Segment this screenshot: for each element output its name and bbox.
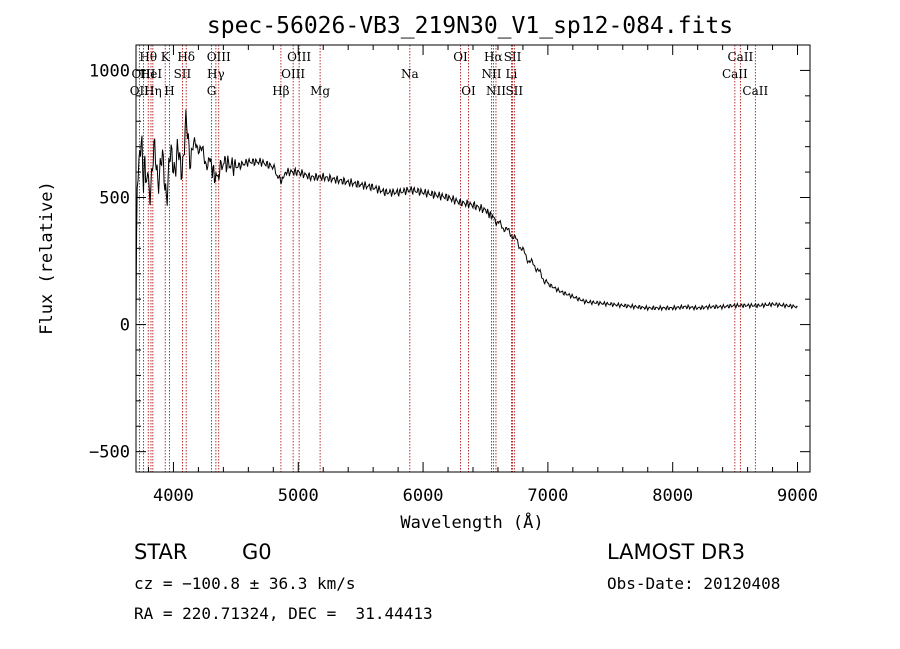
spectral-line-label: H — [164, 84, 174, 98]
chart-title: spec-56026-VB3_219N30_V1_sp12-084.fits — [207, 13, 733, 39]
object-subclass: G0 — [242, 540, 272, 564]
x-tick-label: 9000 — [777, 486, 818, 506]
spectral-line-label: K — [161, 50, 171, 64]
spectral-line-label: SII — [505, 84, 523, 98]
spectral-line-label: NII — [486, 84, 506, 98]
spectral-line-label: OIII — [207, 50, 231, 64]
x-tick-label: 5000 — [278, 486, 319, 506]
x-axis-label: Wavelength (Å) — [400, 511, 543, 533]
spectral-line-label: CaII — [727, 50, 753, 64]
spectral-line-label: Mg — [310, 84, 330, 98]
spectral-line-markers — [138, 45, 756, 472]
spectral-line-label: Hγ — [207, 67, 225, 81]
redshift-velocity: cz = −100.8 ± 36.3 km/s — [134, 574, 356, 593]
y-tick-label: −500 — [89, 443, 130, 463]
x-tick-label: 6000 — [403, 486, 444, 506]
x-tick-label: 4000 — [153, 486, 194, 506]
sky-coordinates: RA = 220.71324, DEC = 31.44413 — [134, 604, 433, 623]
x-tick-label: 8000 — [652, 486, 693, 506]
spectral-line-label: NII — [481, 67, 501, 81]
spectral-line-label: OI — [461, 84, 476, 98]
spectral-line-label: OI — [453, 50, 468, 64]
spectral-line-label: Hη — [144, 84, 162, 98]
spectral-line-label: Hβ — [272, 84, 289, 98]
spectral-line-label: Hα — [484, 50, 503, 64]
y-axis-ticks: −500 0 500 1000 — [89, 61, 810, 463]
spectral-line-label: CaII — [722, 67, 748, 81]
spectral-line-label: SII — [174, 67, 192, 81]
spectral-line-label: Hδ — [177, 50, 195, 64]
x-axis-ticks: 4000 5000 6000 7000 8000 9000 — [147, 45, 818, 506]
survey-name: LAMOST DR3 — [607, 540, 746, 564]
y-axis-label: Flux (relative) — [37, 181, 57, 335]
spectral-line-label: Na — [401, 67, 419, 81]
flux-series-line — [135, 109, 798, 325]
x-tick-label: 7000 — [527, 486, 568, 506]
spectral-line-label: Hθ — [139, 50, 157, 64]
plot-frame — [135, 44, 811, 473]
spectral-line-label: G — [207, 84, 217, 98]
spectral-line-label: HeI — [140, 67, 163, 81]
spectral-line-label: OIII — [281, 67, 305, 81]
observation-date: Obs-Date: 20120408 — [607, 574, 781, 593]
y-tick-label: 1000 — [89, 61, 130, 81]
spectral-line-label: CaII — [742, 84, 768, 98]
spectral-line-label: OIII — [287, 50, 311, 64]
spectral-line-label: Li — [506, 67, 518, 81]
object-class: STAR — [134, 540, 188, 564]
spectral-line-label: SII — [504, 50, 522, 64]
spectral-line-label: OII — [130, 84, 150, 98]
y-tick-label: 500 — [99, 189, 130, 209]
y-tick-label: 0 — [120, 316, 130, 336]
